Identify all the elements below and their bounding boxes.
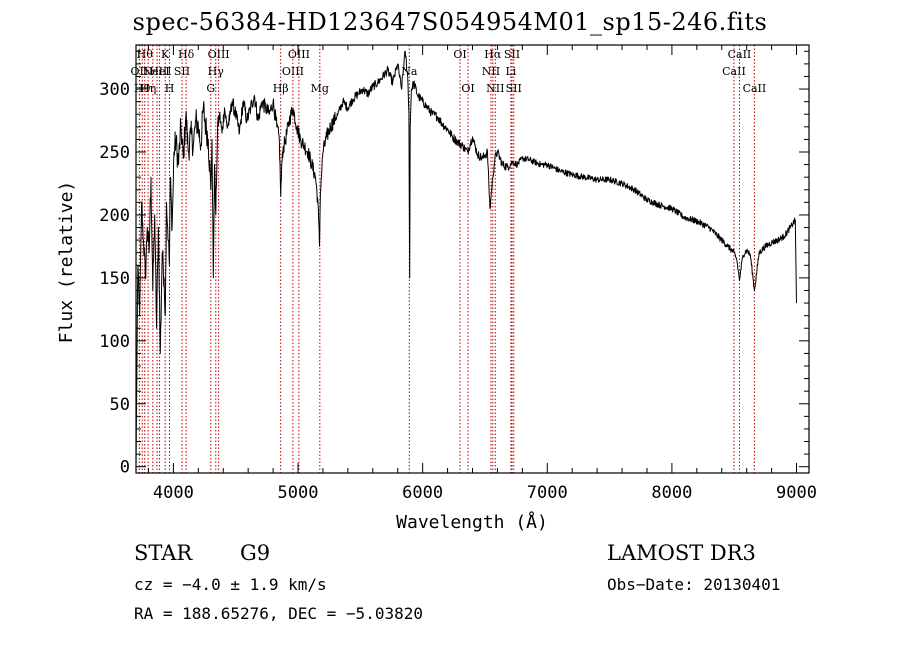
spectral-subclass: G9 [240,541,271,565]
line-label-6: HeI [149,65,169,78]
object-class: STAR [134,541,193,565]
line-label-25: SII [504,48,520,61]
line-label-12: Hγ [208,65,225,78]
y-tick-label-1: 50 [110,395,130,415]
line-label-11: G [206,82,215,95]
line-label-15: OIII [282,65,304,78]
observation-date: Obs−Date: 20130401 [607,575,781,594]
line-label-2: Hθ [137,48,154,61]
line-label-9: SII [174,65,190,78]
x-tick-label-4: 8000 [651,483,692,503]
x-axis-label: Wavelength (Å) [396,511,548,533]
y-tick-label-4: 200 [99,206,130,226]
coordinates-info: RA = 188.65276, DEC = −5.03820 [134,604,423,623]
y-tick-label-2: 100 [99,332,130,352]
x-tick-label-0: 4000 [153,483,194,503]
line-label-14: Hβ [273,82,289,95]
line-label-20: OI [461,82,474,95]
y-tick-label-5: 250 [99,143,130,163]
line-label-26: SII [506,82,522,95]
survey-release: LAMOST DR3 [607,541,756,565]
line-label-8: H [165,82,175,95]
x-tick-label-1: 5000 [278,483,319,503]
chart-title: spec-56384-HD123647S054954M01_sp15-246.f… [132,8,768,36]
line-label-7: K [161,48,170,61]
line-label-18: Na [401,65,418,78]
line-label-23: NII [486,82,504,95]
y-axis-label: Flux (relative) [56,181,77,344]
line-label-21: NII [482,65,500,78]
line-label-27: CaII [722,65,746,78]
y-tick-label-6: 300 [99,80,130,100]
x-tick-label-5: 9000 [776,483,817,503]
line-label-28: CaII [728,48,752,61]
line-label-0: OII [131,65,149,78]
line-label-1: H9 [134,82,151,95]
redshift-info: cz = −4.0 ± 1.9 km/s [134,575,327,594]
line-label-17: Mg [311,82,329,95]
line-label-29: CaII [743,82,767,95]
plot-frame [135,44,810,474]
x-tick-label-2: 6000 [402,483,443,503]
x-tick-label-3: 7000 [527,483,568,503]
spectrum-line [135,50,797,467]
line-label-3: Hη [140,82,156,95]
axes: 4000 5000 6000 7000 8000 9000 0 50 100 150 200 250 3… [99,44,817,503]
line-label-19: OI [453,48,466,61]
line-label-10: Hδ [178,48,195,61]
line-label-24: Li [505,65,516,78]
line-label-5: NeIII [142,65,171,78]
y-tick-label-3: 150 [99,269,130,289]
line-label-16: OIII [288,48,310,61]
line-label-13: OIII [208,48,230,61]
line-label-22: Hα [484,48,502,61]
y-tick-label-0: 0 [120,458,130,478]
spectrum-series [135,50,797,467]
